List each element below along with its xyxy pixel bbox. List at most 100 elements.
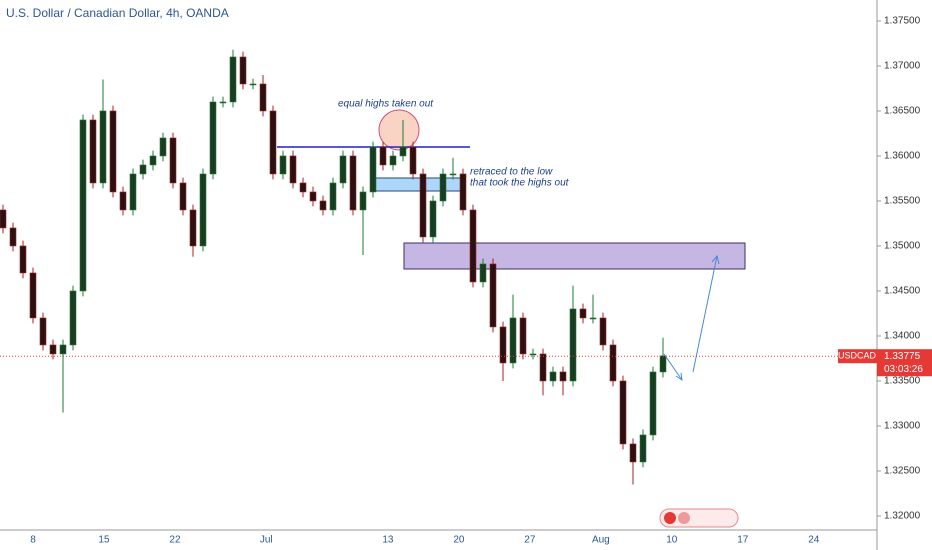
candle-body: [139, 164, 147, 175]
x-tick-label: Jul: [260, 535, 273, 546]
logo-icon: [678, 512, 690, 524]
logo: [659, 508, 739, 528]
candle-body: [439, 173, 447, 202]
candle-body: [529, 353, 537, 356]
candle-body: [149, 155, 157, 166]
candle-body: [559, 371, 567, 382]
projection-arrow: [692, 255, 718, 373]
candle-body: [579, 308, 587, 319]
candle-body: [619, 380, 627, 445]
highlight-circle: [378, 109, 420, 151]
candle-body: [489, 263, 497, 328]
candle-body: [589, 317, 597, 320]
y-tick-label: 1.36500: [884, 106, 921, 117]
x-tick-label: 24: [808, 535, 820, 546]
y-tick-label: 1.32500: [884, 466, 921, 477]
candle-body: [229, 56, 237, 103]
zone-rectangle: [370, 177, 463, 192]
x-tick-label: Aug: [592, 535, 610, 546]
x-tick-label: 13: [382, 535, 394, 546]
candle-body: [499, 326, 507, 364]
x-tick-label: 15: [98, 535, 110, 546]
x-tick-label: 8: [30, 535, 36, 546]
candle-body: [599, 317, 607, 346]
candle-body: [419, 173, 427, 238]
x-tick-label: 20: [453, 535, 465, 546]
candle-body: [19, 245, 27, 274]
candle-body: [509, 317, 517, 364]
candle-body: [339, 155, 347, 184]
candle-body: [659, 355, 667, 373]
candle-body: [639, 434, 647, 463]
zone-rectangle: [403, 242, 746, 270]
candle-body: [329, 182, 337, 211]
price-label: 1.33775: [884, 351, 921, 362]
arrow-head: [711, 254, 720, 265]
y-tick-label: 1.34000: [884, 331, 921, 342]
candles: [0, 49, 667, 485]
candle-body: [69, 290, 77, 346]
x-tick-label: 22: [169, 535, 181, 546]
candle-body: [429, 200, 437, 238]
candle-body: [129, 173, 137, 211]
candle-body: [289, 155, 297, 184]
candle-body: [209, 101, 217, 175]
candle-body: [479, 263, 487, 283]
annotation: that took the highs out: [470, 178, 570, 189]
projection-arrow: [663, 353, 683, 381]
candle-body: [79, 119, 87, 292]
y-tick-label: 1.37000: [884, 61, 921, 72]
x-tick-label: 27: [524, 535, 536, 546]
y-tick-label: 1.33500: [884, 376, 921, 387]
y-tick-label: 1.37500: [884, 16, 921, 27]
candle-body: [609, 344, 617, 382]
price-label-box: [877, 349, 932, 377]
candle-body: [259, 83, 267, 112]
y-tick-label: 1.32000: [884, 511, 921, 522]
candle-body: [299, 182, 307, 193]
candle-body: [249, 83, 257, 86]
candle-body: [539, 353, 547, 382]
candle-body: [199, 173, 207, 247]
candle-body: [269, 110, 277, 175]
candle-body: [629, 443, 637, 463]
countdown: 03:03:26: [884, 364, 923, 375]
candle-body: [189, 209, 197, 247]
y-tick-label: 1.33000: [884, 421, 921, 432]
arrow-head: [675, 372, 683, 382]
candle-body: [109, 110, 117, 193]
candle-body: [89, 119, 97, 184]
candle-body: [49, 344, 57, 355]
x-tick-label: 17: [737, 535, 749, 546]
candle-body: [459, 173, 467, 211]
candle-body: [519, 317, 527, 355]
candle-body: [29, 272, 37, 319]
candle-body: [179, 182, 187, 211]
candle-body: [359, 191, 367, 211]
candle-body: [389, 155, 397, 166]
candle-body: [369, 146, 377, 193]
candle-body: [159, 137, 167, 157]
candle-body: [549, 371, 557, 382]
candle-body: [399, 146, 407, 157]
candle-body: [409, 146, 417, 175]
symbol-label: USDCAD: [838, 351, 877, 361]
candle-body: [39, 317, 47, 346]
candle-body: [119, 191, 127, 211]
candle-body: [169, 137, 177, 184]
annotation: retraced to the low: [470, 167, 553, 178]
y-tick-label: 1.34500: [884, 286, 921, 297]
candle-body: [349, 155, 357, 211]
x-tick-label: 10: [666, 535, 678, 546]
candle-body: [379, 146, 387, 166]
symbol-label-box: [838, 349, 877, 364]
candle-body: [59, 344, 67, 355]
candle-body: [239, 56, 247, 85]
logo-icon: [664, 512, 676, 524]
logo-badge: [659, 508, 739, 528]
y-tick-label: 1.35500: [884, 196, 921, 207]
candle-body: [469, 209, 477, 283]
candle-body: [449, 173, 457, 176]
chart-title: U.S. Dollar / Canadian Dollar, 4h, OANDA: [6, 6, 229, 20]
